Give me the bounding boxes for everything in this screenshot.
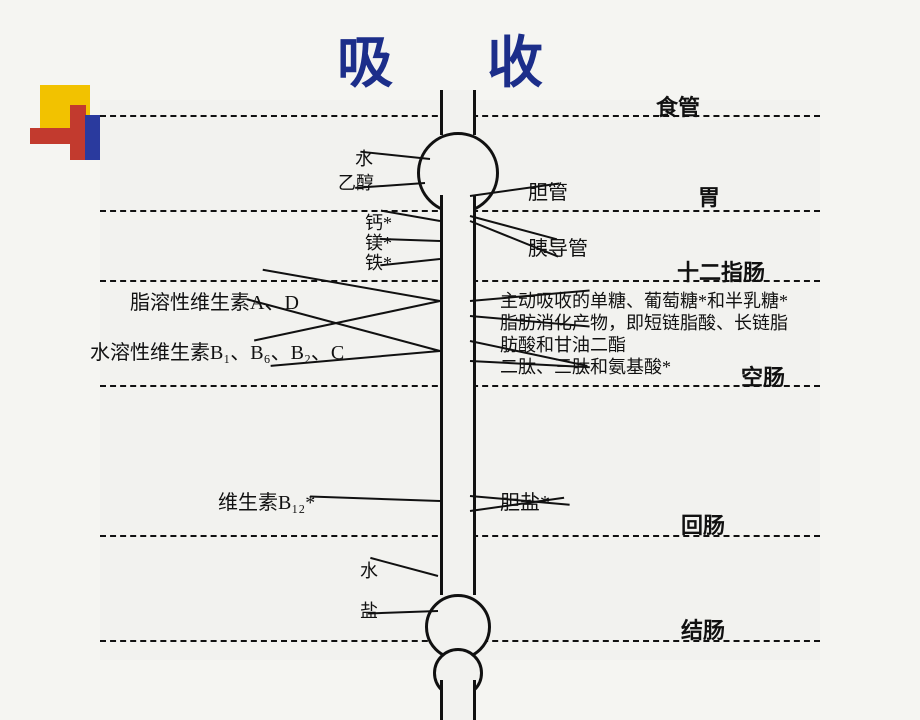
diagram: 食管 胃 十二指肠 空肠 回肠 结肠 水 乙醇 钙* 镁* 铁* 脂溶性维生素A…: [100, 100, 820, 660]
page: 吸 收 食管 胃 十二指肠 空肠 回肠 结肠 水 乙醇 钙* 镁* 铁*: [0, 0, 920, 690]
tube-seg: [440, 195, 476, 595]
label-monosaccharides: 主动吸收的单糖、葡萄糖*和半乳糖*: [500, 290, 788, 313]
label-fat-products: 脂肪消化产物，即短链脂酸、长链脂: [500, 312, 788, 335]
decor-bar-red-v: [70, 105, 86, 160]
leader-line: [370, 557, 438, 577]
label-salt: 盐: [360, 600, 378, 623]
label-water: 水: [355, 148, 373, 171]
label-pancreatic-duct: 胰导管: [528, 236, 588, 262]
label-ethanol: 乙醇: [338, 172, 374, 195]
label-iron: 铁*: [365, 252, 392, 275]
label-water-vitamins: 水溶性维生素B₁、B₆、B₂、C: [90, 340, 344, 366]
label-bile-salt: 胆盐*: [500, 490, 550, 516]
page-title: 吸 收: [0, 18, 920, 99]
leader-line: [310, 495, 440, 502]
label-fat-products2: 肪酸和甘油二酯: [500, 334, 626, 357]
section-stomach: 胃: [698, 180, 720, 212]
section-jejunum: 空肠: [741, 360, 785, 392]
section-duodenum: 十二指肠: [677, 255, 765, 287]
section-ileum: 回肠: [681, 508, 725, 540]
label-water2: 水: [360, 560, 378, 583]
tube-seg: [440, 90, 476, 135]
label-peptides: 二肽、三肽和氨基酸*: [500, 356, 671, 379]
label-fat-vitamins: 脂溶性维生素A、D: [130, 290, 299, 316]
label-b12: 维生素B₁₂*: [218, 490, 315, 516]
section-colon: 结肠: [681, 613, 725, 645]
label-bile-duct: 胆管: [528, 180, 568, 206]
tube-seg: [440, 680, 476, 720]
section-esophagus: 食管: [656, 90, 700, 122]
